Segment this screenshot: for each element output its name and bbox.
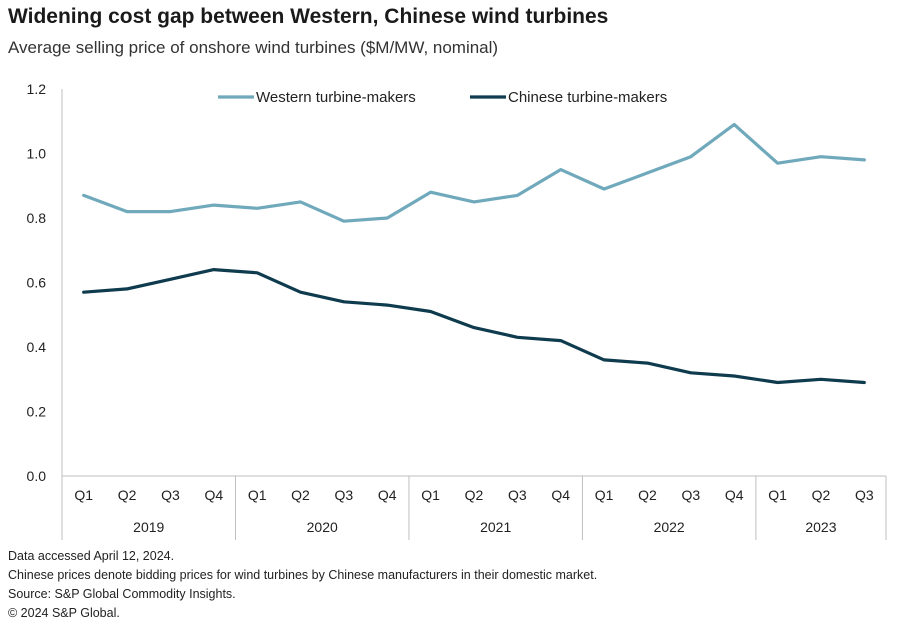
y-tick-label: 0.4 (27, 339, 47, 355)
legend: Western turbine-makers Chinese turbine-ma… (218, 89, 667, 106)
y-tick-label: 0.6 (27, 275, 47, 291)
x-tick-label: Q1 (595, 487, 614, 503)
x-tick-label: Q2 (812, 487, 831, 503)
footer-notes: Data accessed April 12, 2024. Chinese pr… (8, 547, 597, 623)
footer-copyright: © 2024 S&P Global. (8, 606, 120, 620)
x-axis: Q1 Q2 Q3 Q4 Q1 Q2 Q3 Q4 Q1 Q2 Q3 Q4 Q1 Q2 Q3 Q4 Q1 Q2 Q3 20… (61, 475, 887, 540)
year-label: 2022 (654, 519, 685, 535)
x-tick-label: Q3 (855, 487, 874, 503)
y-tick-label: 1.2 (27, 81, 47, 97)
line-chart: 0.00.20.40.60.81.01.2 Q1 Q2 Q3 Q4 Q1 Q2 Q3 Q4 Q1… (27, 81, 887, 540)
chart-subtitle: Average selling price of onshore wind tu… (8, 38, 499, 57)
x-tick-label: Q2 (638, 487, 657, 503)
series-lines (82, 122, 866, 385)
footer-source: Source: S&P Global Commodity Insights. (8, 587, 236, 601)
x-tick-label: Q4 (725, 487, 744, 503)
footer-chinese-prices-note: Chinese prices denote bidding prices for… (8, 568, 598, 582)
y-axis: 0.0 0.2 0.4 0.6 0.8 1.0 1.2 (27, 81, 63, 484)
year-label: 2020 (307, 519, 338, 535)
y-tick-label: 1.0 (27, 146, 47, 162)
chinese-series-line (82, 268, 866, 385)
x-tick-label: Q3 (681, 487, 700, 503)
x-tick-label: Q2 (465, 487, 484, 503)
x-tick-label: Q1 (768, 487, 787, 503)
x-tick-label: Q3 (335, 487, 354, 503)
x-tick-label: Q2 (118, 487, 137, 503)
legend-label: Chinese turbine-makers (508, 89, 667, 106)
western-series-line (82, 122, 866, 223)
x-tick-label: Q1 (421, 487, 440, 503)
x-tick-label: Q2 (291, 487, 310, 503)
x-tick-label: Q1 (248, 487, 267, 503)
x-tick-label: Q4 (378, 487, 397, 503)
y-tick-label: 0.8 (27, 210, 47, 226)
year-label: 2023 (805, 519, 836, 535)
x-tick-label: Q3 (508, 487, 527, 503)
x-tick-label: Q1 (74, 487, 93, 503)
chart-title: Widening cost gap between Western, Chine… (8, 5, 609, 28)
year-label: 2021 (480, 519, 511, 535)
x-tick-label: Q4 (204, 487, 223, 503)
legend-label: Western turbine-makers (256, 89, 416, 106)
year-label: 2019 (133, 519, 164, 535)
footer-data-accessed: Data accessed April 12, 2024. (8, 549, 175, 563)
x-tick-label: Q3 (161, 487, 180, 503)
y-tick-label: 0.2 (27, 404, 47, 420)
x-tick-label: Q4 (551, 487, 570, 503)
y-tick-label: 0.0 (27, 468, 47, 484)
